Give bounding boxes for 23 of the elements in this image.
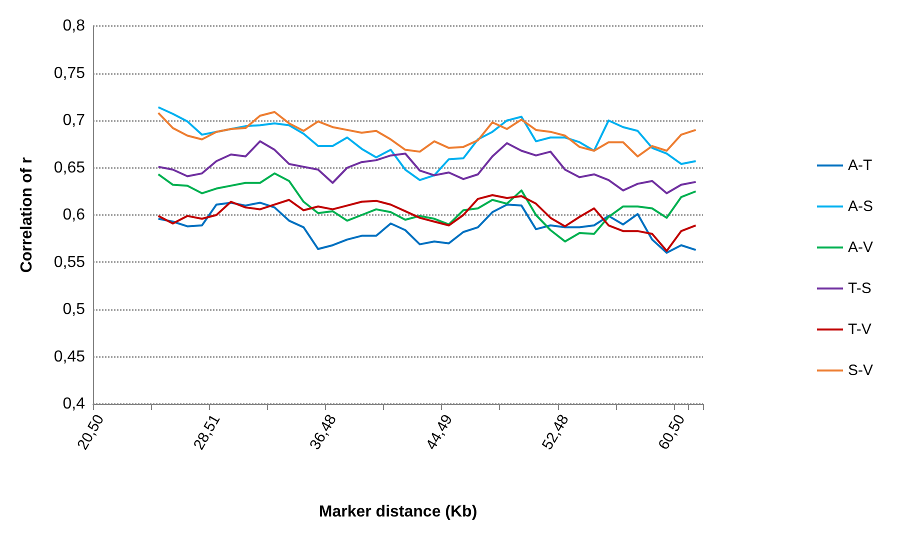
legend-label: T-V bbox=[848, 321, 872, 338]
line-series bbox=[157, 140, 697, 194]
y-tick-label: 0,5 bbox=[62, 301, 86, 318]
y-tick-label: 0,4 bbox=[62, 396, 86, 412]
y-tick-label: 0,55 bbox=[54, 254, 86, 271]
line-series bbox=[157, 106, 697, 182]
y-axis-title: Correlation of r bbox=[18, 157, 36, 273]
legend-label: T-S bbox=[848, 280, 872, 297]
line-series bbox=[157, 110, 697, 158]
line-series bbox=[157, 194, 697, 252]
line-series bbox=[157, 202, 697, 254]
line-series bbox=[157, 172, 697, 242]
y-tick-label: 0,65 bbox=[54, 159, 86, 176]
x-axis-title: Marker distance (Kb) bbox=[318, 504, 478, 520]
legend-label: A-T bbox=[848, 157, 872, 174]
y-tick-label: 0,6 bbox=[62, 206, 86, 224]
legend-label: A-V bbox=[848, 239, 874, 256]
y-tick-label: 0,7 bbox=[62, 112, 86, 129]
legend-label: A-S bbox=[848, 198, 874, 215]
y-tick-label: 0,8 bbox=[62, 18, 86, 34]
y-tick-label: 0,75 bbox=[54, 64, 86, 82]
y-tick-label: 0,45 bbox=[54, 348, 86, 366]
legend-label: S-V bbox=[848, 362, 874, 379]
